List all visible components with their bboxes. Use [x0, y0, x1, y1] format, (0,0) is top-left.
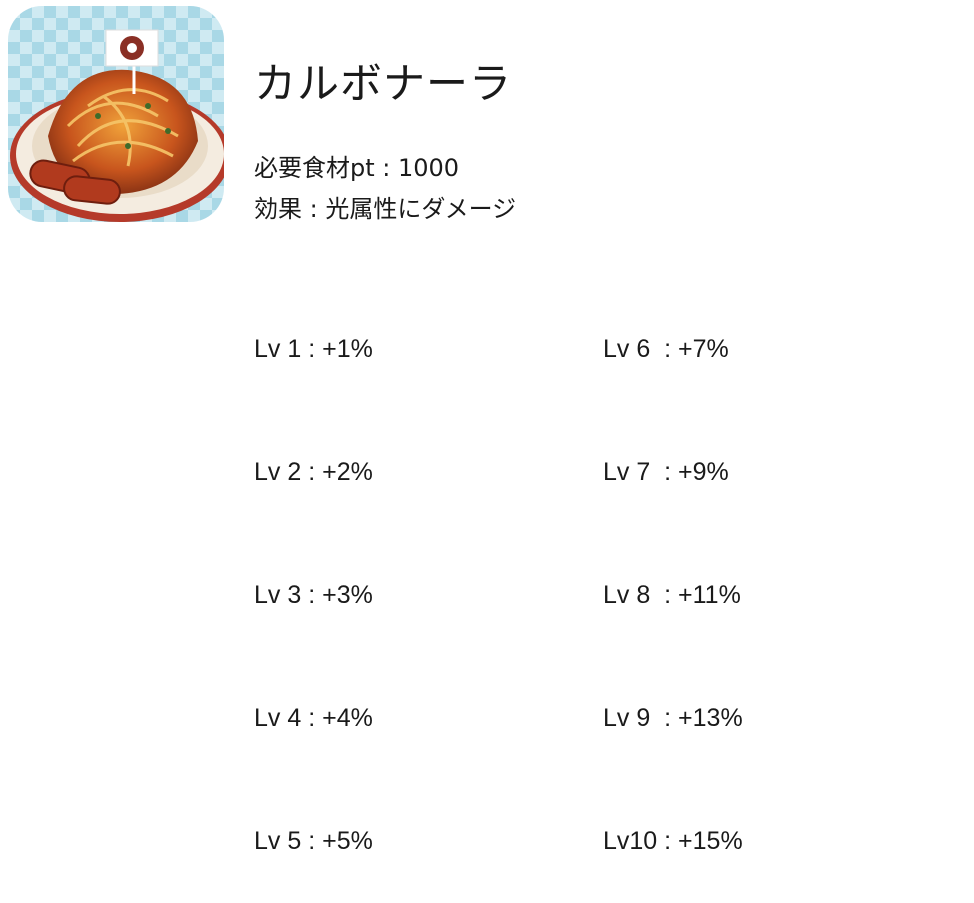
effect-text: 効果 : 光属性にダメージ [254, 195, 517, 223]
level-row: Lv 5 : +5% [254, 827, 373, 855]
dish-info: 必要食材pt : 1000 効果 : 光属性にダメージ [254, 148, 516, 230]
pasta-dish-icon [8, 6, 224, 222]
level-row: Lv 6 : +7% [603, 335, 729, 363]
ingredient-points-text: 必要食材pt : 1000 [254, 154, 460, 182]
level-row: Lv 9 : +13% [603, 704, 743, 732]
level-row: Lv 2 : +2% [254, 458, 373, 486]
dish-title: カルボナーラ [254, 59, 513, 108]
level-list-right: Lv 6 : +7% Lv 7 : +9% Lv 8 : +11% Lv 9 :… [603, 247, 743, 903]
level-row: Lv 4 : +4% [254, 704, 373, 732]
level-list-left: Lv 1 : +1% Lv 2 : +2% Lv 3 : +3% Lv 4 : … [254, 247, 373, 903]
level-row: Lv 8 : +11% [603, 581, 741, 609]
level-row: Lv 1 : +1% [254, 335, 373, 363]
level-row: Lv 7 : +9% [603, 458, 729, 486]
level-row: Lv 3 : +3% [254, 581, 373, 609]
level-row: Lv10 : +15% [603, 827, 743, 855]
